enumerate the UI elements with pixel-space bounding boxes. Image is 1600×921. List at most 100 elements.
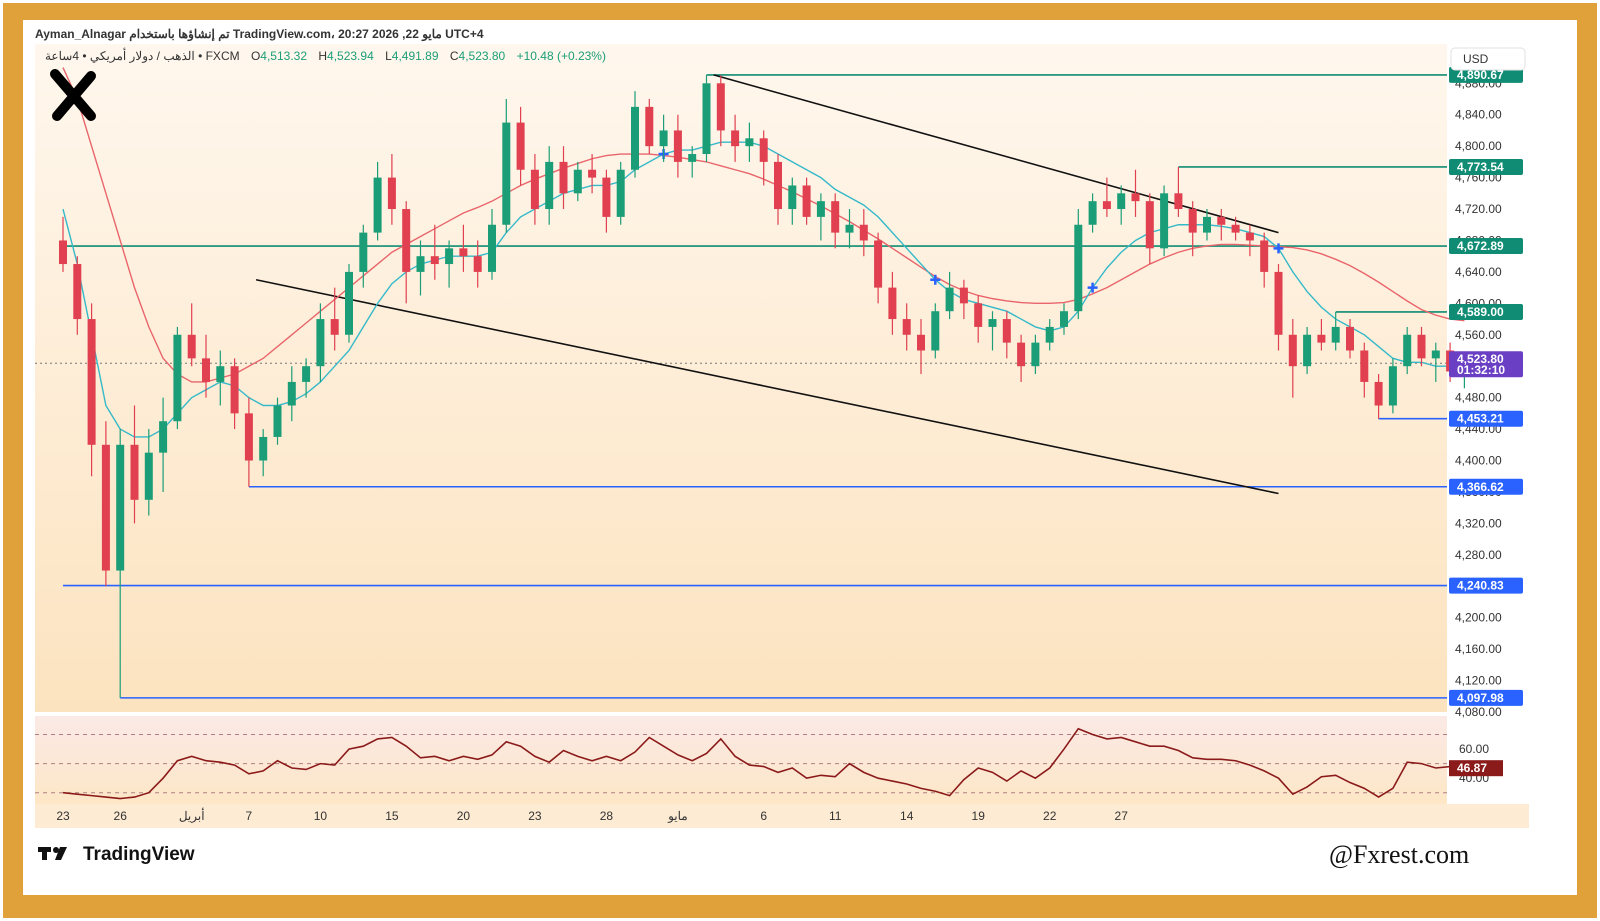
candle-body (831, 201, 840, 233)
candle-body (273, 405, 282, 437)
candle-body (1074, 224, 1083, 312)
close-value: 4,523.80 (459, 49, 506, 63)
level-tag-label: 4,672.89 (1457, 239, 1504, 253)
candle-body (159, 421, 168, 453)
rsi-value-label: 46.87 (1457, 761, 1487, 775)
low-label: L (385, 49, 392, 63)
candle-body (702, 83, 711, 155)
time-tick-label: 27 (1115, 809, 1129, 823)
channel-upper-line (713, 74, 1279, 234)
level-tag (1449, 478, 1523, 495)
candle-body (1045, 326, 1054, 343)
close-label: C (450, 49, 459, 63)
price-tick-label: 4,480.00 (1455, 391, 1502, 405)
candle-body (874, 240, 883, 288)
level-tag-label: 4,097.98 (1457, 691, 1504, 705)
symbol-row: الذهب / دولار أمريكي • 4ساعة • FXCM O4,5… (45, 48, 606, 63)
cross-marker-icon (930, 274, 941, 285)
time-axis-ticks: 23 26 أبريل 7 10 15 20 23 28 مايو 6 11 14 19 22 27 (56, 808, 1128, 823)
candle-body (173, 334, 182, 422)
candle-body (1431, 350, 1440, 359)
time-tick-label: 20 (457, 809, 471, 823)
price-tick-label: 4,720.00 (1455, 202, 1502, 216)
level-tag (1449, 410, 1523, 427)
channel-lower-line (255, 278, 1279, 495)
candle-body (1388, 366, 1397, 406)
price-tick-label: 4,560.00 (1455, 328, 1502, 342)
level-tag (1449, 303, 1523, 320)
header-line: Ayman_Alnagar تم إنشاؤها باستخدام Tradin… (35, 27, 484, 42)
cross-marker-icon (1087, 282, 1098, 293)
time-tick-label: 6 (760, 809, 767, 823)
symbol-info: الذهب / دولار أمريكي • 4ساعة • FXCM (45, 48, 240, 63)
time-tick-label: أبريل (179, 808, 205, 823)
price-tick-label: 4,800.00 (1455, 139, 1502, 153)
candle-body (1117, 193, 1126, 210)
candle-body (302, 366, 311, 382)
time-tick-label: 23 (528, 809, 542, 823)
price-tick-label: 4,160.00 (1455, 642, 1502, 656)
candle-body (888, 287, 897, 320)
candle-body (945, 287, 954, 312)
tradingview-logo-icon (38, 847, 67, 860)
candle-body (1060, 311, 1068, 327)
candle-body (216, 366, 225, 382)
time-tick-label: 11 (829, 809, 842, 823)
candle-body (373, 177, 382, 233)
change-value: +10.48 (+0.23%) (517, 49, 606, 63)
time-tick-label: 7 (246, 809, 253, 823)
candle-body (244, 413, 253, 461)
time-tick-label: 19 (972, 809, 986, 823)
candle-body (116, 444, 125, 571)
candle-body (917, 334, 925, 351)
candle-body (387, 177, 396, 210)
candle-body (230, 366, 239, 414)
rsi-axis-background (1447, 716, 1529, 804)
candle-body (1260, 240, 1269, 272)
candle-body (1131, 193, 1140, 202)
rsi-value-tag (1449, 760, 1503, 777)
chart-canvas[interactable]: 4,920.004,880.004,840.004,800.004,760.00… (23, 20, 1577, 895)
candle-body (559, 161, 568, 194)
candle-body (259, 436, 268, 461)
candle-body (859, 224, 868, 241)
candle-body (959, 287, 968, 304)
candle-body (1274, 271, 1283, 335)
time-tick-label: 10 (314, 809, 328, 823)
time-axis-background (35, 804, 1529, 828)
candle-body (1231, 224, 1240, 233)
candle-body (359, 232, 368, 272)
level-tag (1449, 238, 1523, 255)
level-tag-label: 4,890.67 (1457, 68, 1504, 82)
candle-body (287, 381, 296, 406)
candle-body (759, 138, 768, 162)
candle-body (1188, 209, 1197, 233)
chart-frame: 4,920.004,880.004,840.004,800.004,760.00… (3, 3, 1597, 918)
candle-body (845, 224, 854, 233)
candle-body (144, 452, 153, 500)
candle-body (1303, 334, 1312, 367)
candle-body (345, 271, 353, 335)
time-tick-label: 28 (600, 809, 614, 823)
time-tick-label: 23 (56, 809, 70, 823)
candle-body (502, 122, 511, 225)
candle-body (616, 169, 625, 217)
currency-button[interactable]: USD (1450, 47, 1526, 71)
price-level-tags: 4,890.67 4,773.54 4,672.89 4,589.00 4,453.21… (1449, 66, 1523, 706)
price-pane-background (35, 44, 1447, 712)
candle-body (1174, 193, 1183, 210)
watermark: @Fxrest.com (1329, 840, 1469, 869)
candle-body (1017, 342, 1026, 367)
candle-body (59, 240, 67, 265)
candle-body (1403, 334, 1412, 367)
candle-body (588, 169, 597, 178)
level-tag (1449, 158, 1523, 175)
time-tick-label: 22 (1043, 809, 1057, 823)
price-tick-label: 4,200.00 (1455, 611, 1502, 625)
candle-body (187, 334, 196, 359)
price-tick-label: 4,640.00 (1455, 265, 1502, 279)
rsi-tick-label: 60.00 (1459, 742, 1489, 756)
candle-body (1160, 193, 1169, 249)
price-tick-label: 4,080.00 (1455, 705, 1502, 719)
